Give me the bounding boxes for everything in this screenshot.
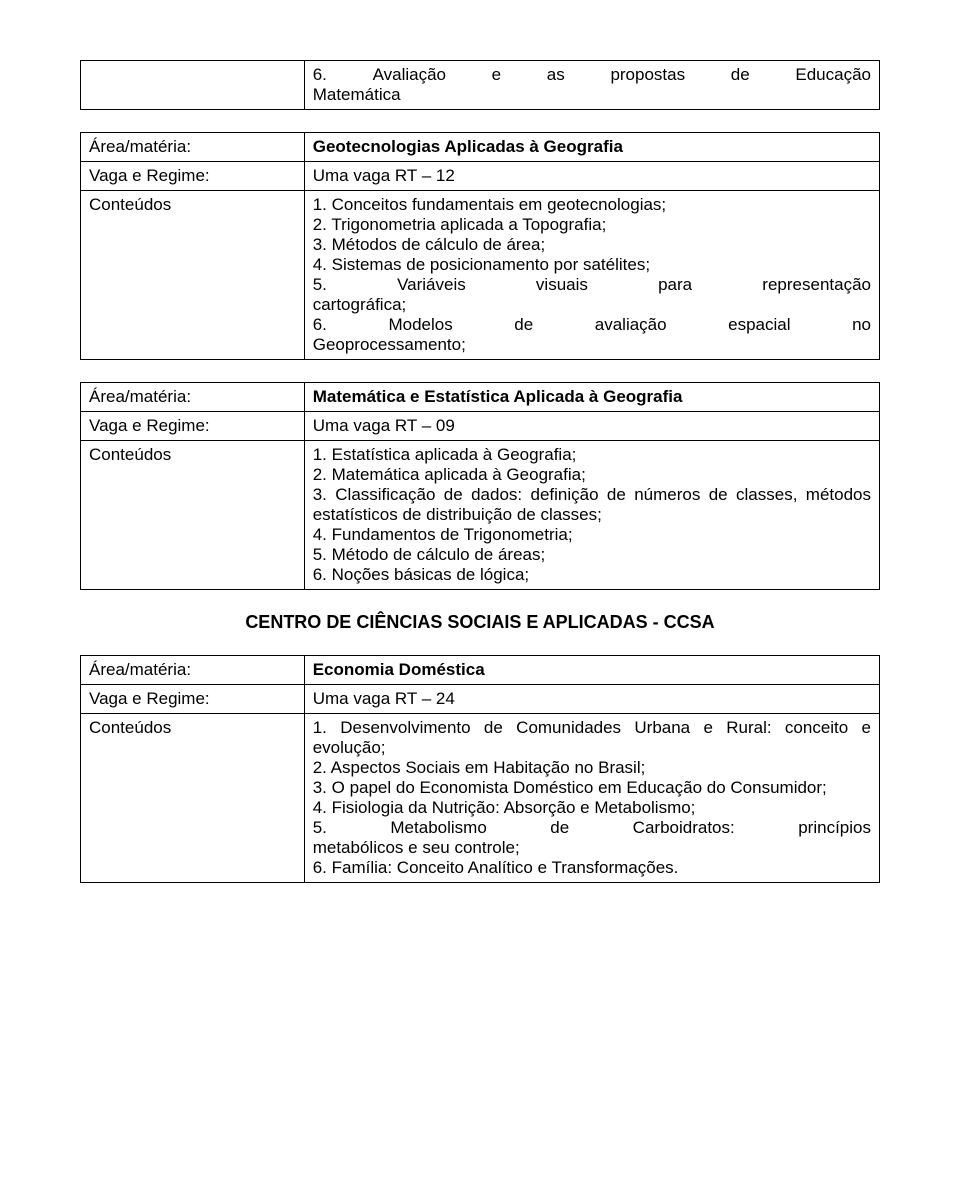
label-vaga: Vaga e Regime: [81, 162, 305, 191]
geotec-item3: 3. Métodos de cálculo de área; [313, 235, 871, 255]
table-geotecnologias: Área/matéria: Geotecnologias Aplicadas à… [80, 132, 880, 360]
geotec-item4: 4. Sistemas de posicionamento por satéli… [313, 255, 871, 275]
label-vaga: Vaga e Regime: [81, 685, 305, 714]
label-area: Área/matéria: [81, 656, 305, 685]
value-area-geotec: Geotecnologias Aplicadas à Geografia [304, 133, 879, 162]
table-fragment-top: 6. Avaliação e as propostas de Educação … [80, 60, 880, 110]
value-area-matest: Matemática e Estatística Aplicada à Geog… [304, 383, 879, 412]
econ-item4: 4. Fisiologia da Nutrição: Absorção e Me… [313, 798, 871, 818]
matest-item2: 2. Matemática aplicada à Geografia; [313, 465, 871, 485]
econ-item5b: metabólicos e seu controle; [313, 838, 871, 858]
value-area-econ: Economia Doméstica [304, 656, 879, 685]
matest-item4: 4. Fundamentos de Trigonometria; [313, 525, 871, 545]
geotec-item2: 2. Trigonometria aplicada a Topografia; [313, 215, 871, 235]
list-conteudos-econ: 1. Desenvolvimento de Comunidades Urbana… [304, 714, 879, 883]
geotec-item5b: cartográfica; [313, 295, 871, 315]
econ-item3: 3. O papel do Economista Doméstico em Ed… [313, 778, 871, 798]
matest-item6: 6. Noções básicas de lógica; [313, 565, 871, 585]
matest-item5: 5. Método de cálculo de áreas; [313, 545, 871, 565]
geotec-item6a: 6. Modelos de avaliação espacial no [313, 315, 871, 335]
list-conteudos-geotec: 1. Conceitos fundamentais em geotecnolog… [304, 191, 879, 360]
geotec-item5a: 5. Variáveis visuais para representação [313, 275, 871, 295]
econ-item6: 6. Família: Conceito Analítico e Transfo… [313, 858, 871, 878]
value-vaga-matest: Uma vaga RT – 09 [304, 412, 879, 441]
cell-blank [81, 61, 305, 110]
label-conteudos: Conteúdos [81, 714, 305, 883]
label-conteudos: Conteúdos [81, 191, 305, 360]
list-conteudos-matest: 1. Estatística aplicada à Geografia; 2. … [304, 441, 879, 590]
cell-item6: 6. Avaliação e as propostas de Educação … [304, 61, 879, 110]
text-item6-line1: 6. Avaliação e as propostas de Educação [313, 65, 871, 85]
label-area: Área/matéria: [81, 133, 305, 162]
table-economia: Área/matéria: Economia Doméstica Vaga e … [80, 655, 880, 883]
econ-item2: 2. Aspectos Sociais em Habitação no Bras… [313, 758, 871, 778]
table-matematica: Área/matéria: Matemática e Estatística A… [80, 382, 880, 590]
econ-item5a: 5. Metabolismo de Carboidratos: princípi… [313, 818, 871, 838]
heading-ccsa: CENTRO DE CIÊNCIAS SOCIAIS E APLICADAS -… [80, 612, 880, 633]
matest-item1: 1. Estatística aplicada à Geografia; [313, 445, 871, 465]
text-item6-line2: Matemática [313, 85, 871, 105]
econ-item1: 1. Desenvolvimento de Comunidades Urbana… [313, 718, 871, 758]
geotec-item6b: Geoprocessamento; [313, 335, 871, 355]
matest-item3: 3. Classificação de dados: definição de … [313, 485, 871, 525]
value-vaga-econ: Uma vaga RT – 24 [304, 685, 879, 714]
label-area: Área/matéria: [81, 383, 305, 412]
label-conteudos: Conteúdos [81, 441, 305, 590]
value-vaga-geotec: Uma vaga RT – 12 [304, 162, 879, 191]
label-vaga: Vaga e Regime: [81, 412, 305, 441]
geotec-item1: 1. Conceitos fundamentais em geotecnolog… [313, 195, 871, 215]
